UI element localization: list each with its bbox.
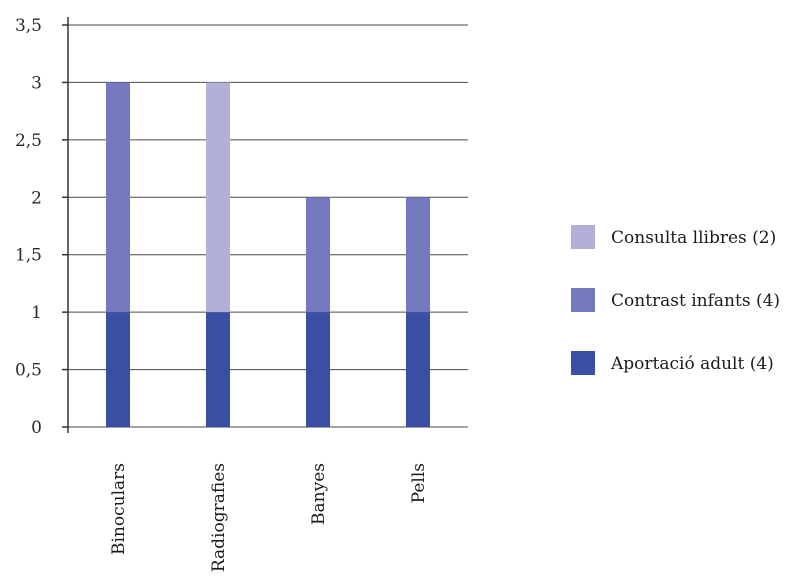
legend-label: Aportació adult (4) <box>610 354 774 374</box>
y-tick-label: 2,5 <box>15 131 42 151</box>
bar-segment <box>306 312 330 427</box>
y-tick-label: 0,5 <box>15 361 42 381</box>
y-tick-label: 1 <box>31 303 42 323</box>
bar-segment <box>106 82 130 313</box>
gridlines <box>68 24 468 428</box>
y-tick-label: 2 <box>31 188 42 208</box>
bar-segment <box>106 312 130 427</box>
bar-segment <box>406 197 430 313</box>
bar-segment <box>306 197 330 313</box>
x-category-label: Binoculars <box>109 463 129 555</box>
legend-swatch <box>571 288 595 312</box>
bar-segment <box>206 312 230 427</box>
y-tick-label: 3,5 <box>15 16 42 36</box>
y-axis-ticks: 0 0,5 1 1,5 2 2,5 3 3,5 <box>15 16 68 438</box>
bar-segment <box>206 82 230 313</box>
y-tick-label: 3 <box>31 73 42 93</box>
legend: Consulta llibres (2) Contrast infants (4)… <box>571 225 780 375</box>
x-category-label: Pells <box>409 463 429 503</box>
legend-item: Consulta llibres (2) <box>571 225 776 249</box>
bars <box>106 82 430 427</box>
legend-label: Contrast infants (4) <box>611 291 780 311</box>
x-axis-labels: Binoculars Radiografies Banyes Pells <box>109 463 429 572</box>
x-category-label: Banyes <box>309 463 329 525</box>
bar-segment <box>406 312 430 427</box>
legend-label: Consulta llibres (2) <box>611 228 776 248</box>
y-tick-label: 0 <box>31 418 42 438</box>
legend-item: Contrast infants (4) <box>571 288 780 312</box>
y-tick-label: 1,5 <box>15 246 42 266</box>
x-category-label: Radiografies <box>209 463 229 572</box>
legend-swatch <box>571 225 595 249</box>
legend-item: Aportació adult (4) <box>571 351 774 375</box>
legend-swatch <box>571 351 595 375</box>
